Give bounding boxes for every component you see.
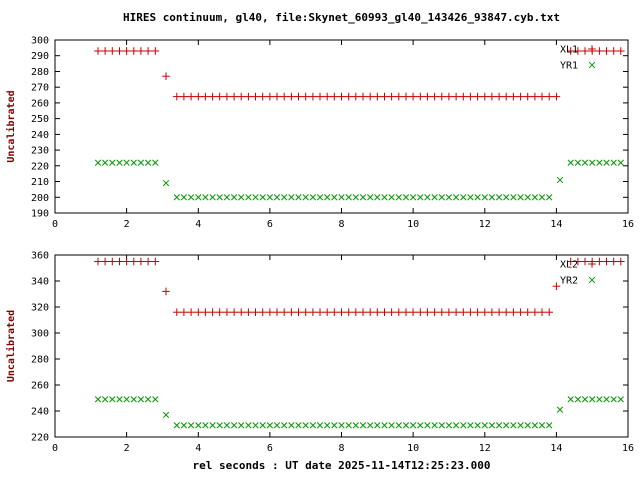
x-tick-labels: 0 2 4 6 8 10 12 14 16	[52, 40, 634, 230]
svg-text:14: 14	[550, 443, 562, 454]
svg-text:0: 0	[52, 219, 58, 230]
svg-text:240: 240	[31, 407, 49, 418]
svg-text:4: 4	[195, 443, 201, 454]
svg-text:300: 300	[31, 36, 49, 47]
svg-text:360: 360	[31, 251, 49, 262]
panel-1: 190 200 210 220 230 240 250 260 270 280 290 300 0 2 4 6…	[5, 36, 634, 231]
svg-text:6: 6	[267, 443, 273, 454]
chart-title: HIRES continuum, gl40, file:Skynet_60993…	[123, 11, 560, 24]
svg-text:340: 340	[31, 277, 49, 288]
svg-text:240: 240	[31, 130, 49, 141]
svg-text:6: 6	[267, 219, 273, 230]
y-axis-label: Uncalibrated	[5, 310, 17, 382]
y-tick-labels: 220 240 260 280 300 320 340 360	[31, 251, 628, 444]
svg-text:230: 230	[31, 146, 49, 157]
svg-text:280: 280	[31, 355, 49, 366]
svg-text:2: 2	[124, 443, 130, 454]
svg-text:260: 260	[31, 381, 49, 392]
svg-text:12: 12	[479, 443, 491, 454]
svg-text:250: 250	[31, 114, 49, 125]
legend-label-YR1: YR1	[560, 61, 578, 72]
svg-text:0: 0	[52, 443, 58, 454]
x-axis-label: rel seconds : UT date 2025-11-14T12:25:2…	[192, 459, 490, 472]
svg-text:16: 16	[622, 219, 634, 230]
series-YR1	[94, 159, 624, 201]
series-YR2	[94, 396, 624, 429]
panel-2: 220 240 260 280 300 320 340 360 0 2 4 6 8 10 12 14 16 Unc…	[5, 251, 634, 455]
series-XL2	[94, 257, 625, 316]
series-XL1	[94, 47, 625, 101]
svg-text:290: 290	[31, 51, 49, 62]
legend-label-YR2: YR2	[560, 276, 578, 287]
legend-label-XL1: XL1	[560, 45, 578, 56]
svg-text:200: 200	[31, 193, 49, 204]
svg-text:260: 260	[31, 98, 49, 109]
svg-text:8: 8	[338, 219, 344, 230]
svg-text:10: 10	[407, 219, 419, 230]
svg-text:4: 4	[195, 219, 201, 230]
y-axis-label: Uncalibrated	[5, 90, 17, 162]
svg-text:190: 190	[31, 209, 49, 220]
svg-text:280: 280	[31, 67, 49, 78]
svg-text:8: 8	[338, 443, 344, 454]
svg-text:300: 300	[31, 329, 49, 340]
svg-text:320: 320	[31, 303, 49, 314]
x-tick-labels: 0 2 4 6 8 10 12 14 16	[52, 255, 634, 454]
svg-text:220: 220	[31, 161, 49, 172]
svg-text:210: 210	[31, 177, 49, 188]
svg-text:12: 12	[479, 219, 491, 230]
svg-text:270: 270	[31, 83, 49, 94]
svg-text:220: 220	[31, 433, 49, 444]
svg-text:14: 14	[550, 219, 562, 230]
svg-text:16: 16	[622, 443, 634, 454]
y-tick-labels: 190 200 210 220 230 240 250 260 270 280 290 300	[31, 36, 628, 220]
svg-text:2: 2	[124, 219, 130, 230]
svg-text:10: 10	[407, 443, 419, 454]
legend-label-XL2: XL2	[560, 260, 578, 271]
